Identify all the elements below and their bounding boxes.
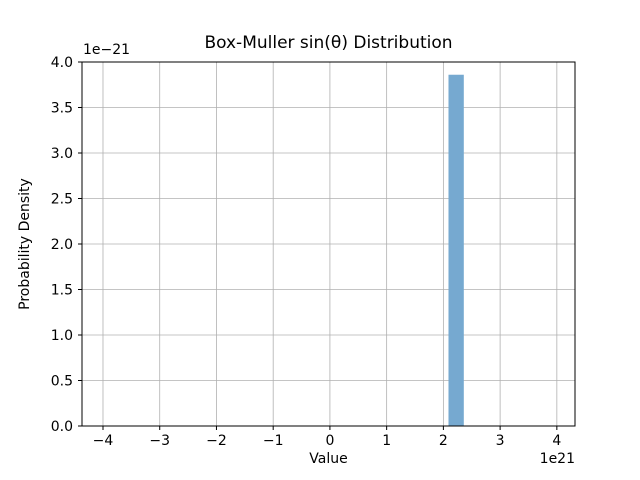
y-axis-label: Probability Density — [17, 178, 33, 310]
x-axis-offset-text: 1e21 — [539, 451, 575, 467]
y-axis-offset-text: 1e−21 — [83, 42, 131, 58]
y-tick-label: 4.0 — [51, 55, 73, 71]
y-tick-label: 2.0 — [51, 237, 73, 253]
x-tick-label: −2 — [206, 433, 227, 449]
y-tick-label: 1.5 — [51, 283, 73, 299]
x-tick-label: 4 — [552, 433, 561, 449]
x-tick-label: 0 — [325, 433, 334, 449]
y-tick-label: 3.0 — [51, 146, 73, 162]
x-tick-label: 2 — [439, 433, 448, 449]
x-tick-label: −1 — [263, 433, 284, 449]
y-tick-label: 0.0 — [51, 419, 73, 435]
y-tick-label: 3.5 — [51, 101, 73, 117]
y-tick-label: 1.0 — [51, 328, 73, 344]
y-tick-label: 0.5 — [51, 374, 73, 390]
x-tick-label: −3 — [149, 433, 170, 449]
x-axis-label: Value — [309, 451, 348, 467]
chart-title: Box-Muller sin(θ) Distribution — [204, 33, 453, 53]
y-tick-label: 2.5 — [51, 192, 73, 208]
histogram-bar — [448, 74, 464, 427]
x-tick-label: −4 — [93, 433, 114, 449]
x-tick-label: 3 — [496, 433, 505, 449]
x-tick-label: 1 — [382, 433, 391, 449]
